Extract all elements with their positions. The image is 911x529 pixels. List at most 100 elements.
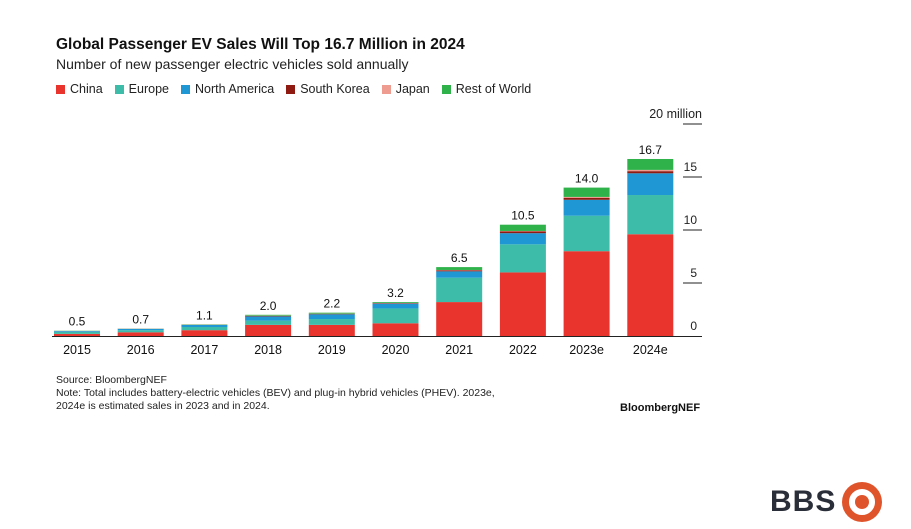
bar-segment-japan: [563, 196, 610, 198]
legend-item-rest-of-world: Rest of World: [441, 82, 532, 96]
y-tick-label: 5: [690, 266, 697, 280]
x-tick-label: 2024e: [633, 343, 668, 357]
bar-segment-china: [308, 324, 355, 336]
bar-segment-rest-of-world: [627, 158, 674, 170]
chart-legend: China Europe North America South Korea Japan…: [56, 82, 531, 96]
bar-total-label: 6.5: [451, 251, 468, 265]
bar-segment-north-america: [54, 331, 100, 332]
legend-item-japan: Japan: [381, 82, 430, 96]
bar-segment-china: [372, 323, 419, 336]
legend-item-china: China: [56, 82, 103, 96]
bar-total-label: 2.0: [260, 299, 277, 313]
bar-segment-north-america: [499, 233, 546, 245]
bar-segment-south-korea: [563, 197, 610, 200]
legend-swatch: [286, 84, 296, 94]
y-tick-label: 20 million: [649, 107, 702, 121]
legend-swatch: [56, 84, 65, 94]
x-tick-label: 2015: [63, 343, 91, 357]
bar-segment-rest-of-world: [372, 302, 419, 303]
bar-segment-europe: [499, 244, 546, 273]
x-tick-label: 2016: [127, 343, 155, 357]
bar-segment-rest-of-world: [245, 314, 292, 316]
source-text: Source: BloombergNEF: [56, 374, 167, 386]
legend-label: China: [70, 82, 103, 96]
bar-total-label: 1.1: [196, 308, 213, 322]
bar-segment-rest-of-world: [563, 187, 610, 197]
bar-total-label: 10.5: [511, 209, 535, 223]
bar-segment-south-korea: [372, 303, 419, 304]
bar-total-label: 0.7: [132, 313, 149, 327]
legend-label: South Korea: [300, 82, 370, 96]
bar-segment-south-korea: [436, 270, 483, 272]
x-tick-label: 2023e: [569, 343, 604, 357]
bbs-logo: BBS: [770, 482, 883, 522]
bar-segment-china: [436, 302, 483, 336]
bar-total-label: 3.2: [387, 286, 404, 300]
bar-total-label: 0.5: [69, 315, 86, 329]
x-tick-label: 2020: [382, 343, 410, 357]
bar-total-label: 16.7: [639, 143, 663, 157]
chart-title: Global Passenger EV Sales Will Top 16.7 …: [56, 36, 465, 53]
bar-segment-north-america: [308, 314, 355, 320]
bar-segment-europe: [563, 215, 610, 252]
bar-segment-europe: [181, 326, 228, 331]
legend-swatch: [441, 84, 451, 94]
bar-total-label: 2.2: [323, 297, 340, 311]
legend-label: North America: [194, 82, 275, 96]
y-tick-label: 0: [690, 319, 697, 333]
bar-segment-china: [181, 330, 228, 336]
legend-label: Rest of World: [455, 82, 532, 96]
bar-segment-south-korea: [627, 171, 674, 174]
bbs-logo-text: BBS: [770, 485, 837, 518]
x-tick-label: 2022: [509, 343, 537, 357]
bar-segment-rest-of-world: [308, 312, 355, 314]
bar-segment-north-america: [436, 271, 483, 278]
chart-subtitle: Number of new passenger electric vehicle…: [56, 56, 409, 72]
bar-total-label: 14.0: [575, 172, 599, 186]
bar-segment-north-america: [181, 324, 228, 327]
x-tick-label: 2021: [445, 343, 473, 357]
bar-segment-europe: [372, 308, 419, 324]
bar-segment-china: [54, 333, 100, 336]
bar-segment-north-america: [245, 316, 292, 321]
bar-segment-north-america: [372, 303, 419, 309]
bar-segment-europe: [308, 319, 355, 325]
bar-segment-europe: [54, 331, 100, 334]
bar-segment-rest-of-world: [499, 224, 546, 231]
bar-segment-china: [117, 332, 164, 336]
bloombergnef-brand: BloombergNEF: [620, 402, 701, 414]
bar-segment-china: [563, 251, 610, 336]
legend-item-south-korea: South Korea: [286, 82, 370, 96]
legend-item-north-america: North America: [180, 82, 275, 96]
bar-segment-europe: [245, 320, 292, 325]
bar-segment-japan: [627, 169, 674, 172]
legend-item-europe: Europe: [114, 82, 169, 96]
bar-segment-china: [245, 324, 292, 336]
bar-segment-north-america: [563, 199, 610, 216]
bar-segment-japan: [499, 230, 546, 232]
legend-swatch: [180, 84, 190, 94]
y-tick-label: 10: [684, 213, 698, 227]
bar-segment-europe: [627, 195, 674, 235]
note-text-line1: Note: Total includes battery-electric ve…: [56, 387, 495, 399]
legend-swatch: [381, 84, 391, 94]
bar-segment-rest-of-world: [436, 267, 483, 270]
bar-segment-south-korea: [499, 231, 546, 234]
x-tick-label: 2017: [190, 343, 218, 357]
y-tick-label: 15: [684, 160, 698, 174]
chart-footnote: Source: BloombergNEF Note: Total include…: [56, 374, 495, 413]
bar-segment-china: [499, 272, 546, 336]
legend-swatch: [114, 84, 124, 94]
legend-label: Europe: [128, 82, 169, 96]
x-tick-label: 2018: [254, 343, 282, 357]
x-tick-label: 2019: [318, 343, 346, 357]
bar-segment-china: [627, 234, 674, 336]
note-text-line2: 2024e is estimated sales in 2023 and in …: [56, 400, 270, 412]
bar-segment-north-america: [117, 328, 164, 331]
bar-segment-europe: [436, 277, 483, 303]
legend-label: Japan: [395, 82, 430, 96]
bbs-seal-icon: [842, 482, 883, 522]
bar-segment-north-america: [627, 173, 674, 196]
bar-segment-europe: [117, 330, 164, 333]
